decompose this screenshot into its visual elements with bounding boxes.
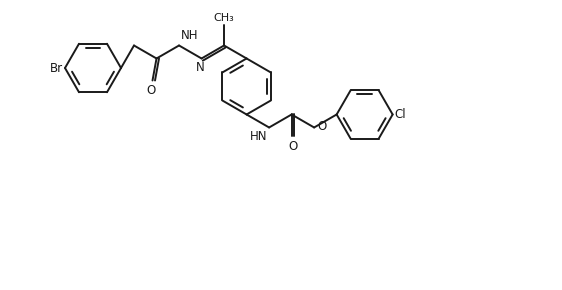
Text: N: N	[196, 61, 205, 75]
Text: O: O	[288, 140, 297, 153]
Text: Br: Br	[50, 61, 63, 75]
Text: Cl: Cl	[395, 108, 406, 121]
Text: O: O	[317, 120, 327, 133]
Text: O: O	[146, 84, 155, 97]
Text: CH₃: CH₃	[214, 13, 234, 23]
Text: NH: NH	[181, 30, 198, 42]
Text: HN: HN	[250, 130, 267, 144]
